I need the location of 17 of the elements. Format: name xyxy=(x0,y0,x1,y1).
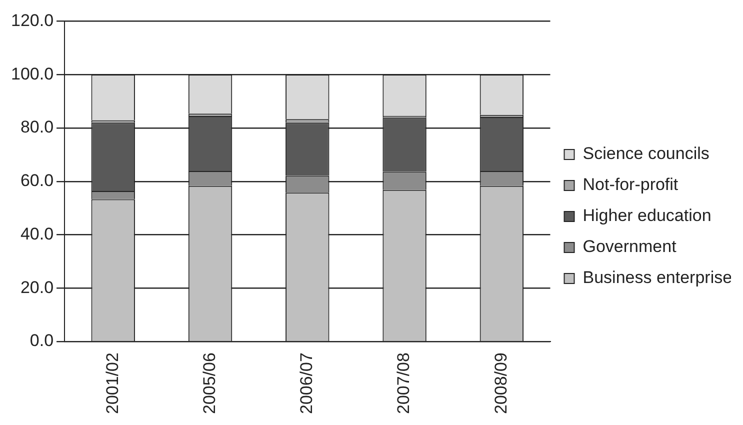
legend-label: Higher education xyxy=(582,206,712,226)
y-tick-label: 20.0 xyxy=(20,278,54,297)
y-tick-label: 0.0 xyxy=(30,331,54,350)
legend-label: Business enterprise xyxy=(582,268,732,288)
y-tick-label: 40.0 xyxy=(20,224,54,244)
y-tick-label: 100.0 xyxy=(10,64,54,84)
legend-label: Government xyxy=(582,237,677,256)
x-tick-label: 2008/09 xyxy=(491,352,510,414)
y-tick-label: 120.0 xyxy=(10,10,54,30)
legend-label: Not-for-profit xyxy=(582,175,678,194)
x-tick-label: 2005/06 xyxy=(200,352,219,414)
y-tick-label: 60.0 xyxy=(20,171,54,190)
legend-label: Science councils xyxy=(582,144,710,164)
x-tick-label: 2001/02 xyxy=(102,352,122,414)
x-tick-label: 2006/07 xyxy=(297,352,316,414)
x-tick-label: 2007/08 xyxy=(394,352,414,414)
y-tick-label: 80.0 xyxy=(20,118,54,137)
